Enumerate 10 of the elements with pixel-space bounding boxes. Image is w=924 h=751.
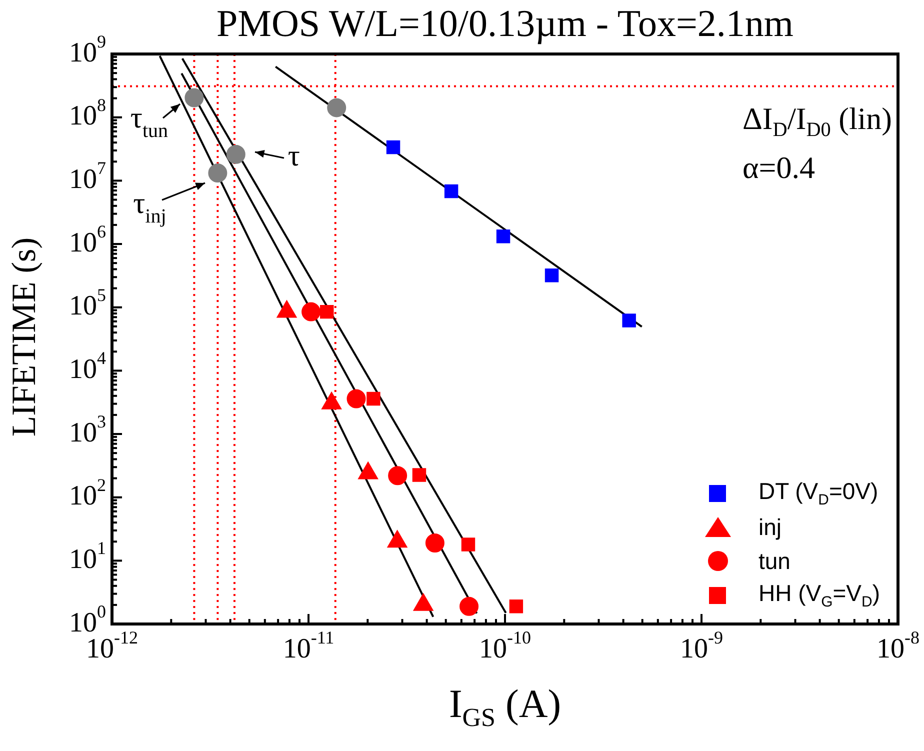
legend-label: inj — [758, 514, 782, 540]
legend-label: HH (V$_{G}$=V$_{D}$) — [758, 580, 880, 610]
x-axis-title: I$_{GS}$ (A) — [448, 680, 562, 733]
y-axis-title: LIFETIME (s) — [6, 236, 44, 439]
legend-label: DT (V$_{D}$=0V) — [758, 478, 878, 508]
annotation: ΔI$_{D}$/I$_{D0}$ (lin) — [742, 101, 892, 142]
annotation: α=0.4 — [742, 150, 815, 186]
annotation: τ — [288, 139, 300, 172]
chart-title: PMOS W/L=10/0.13µm - Tox=2.1nm — [216, 2, 794, 46]
legend-label: tun — [758, 548, 790, 574]
